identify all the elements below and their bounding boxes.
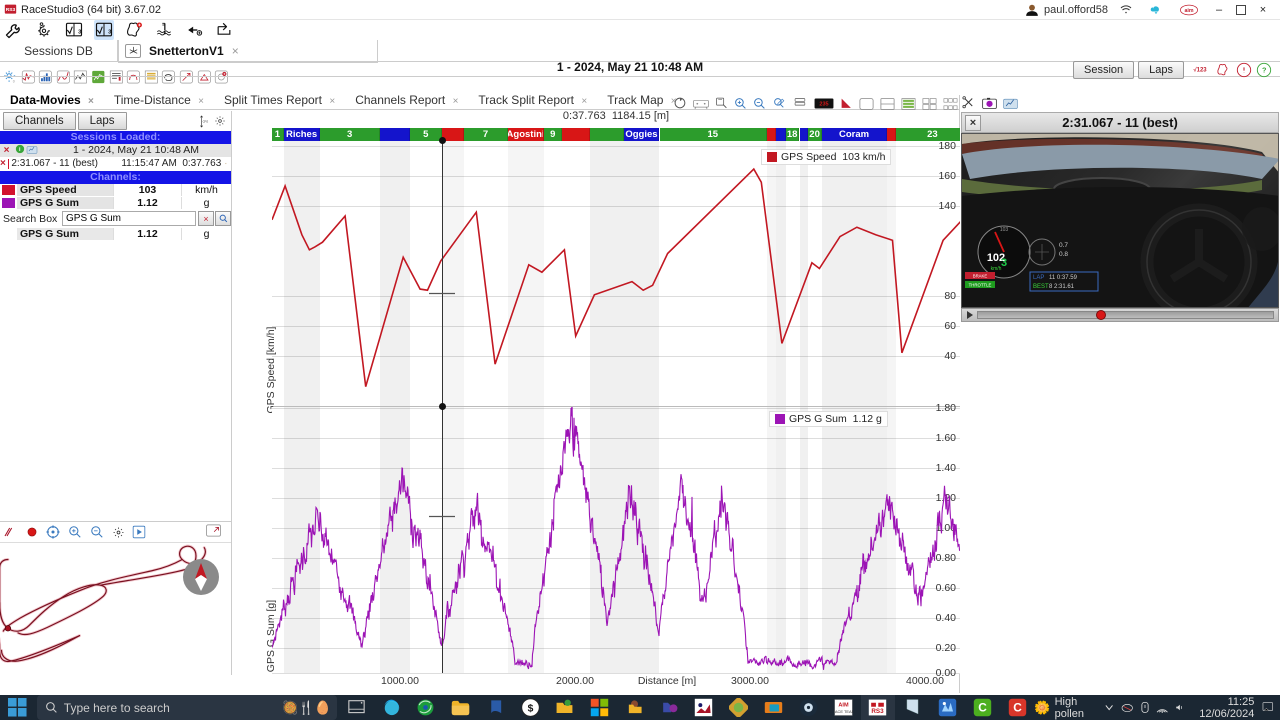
svg-text:0: 0: [13, 79, 15, 83]
svg-text:BRAKE: BRAKE: [973, 274, 988, 279]
svg-text:√123: √123: [1193, 66, 1207, 73]
svg-text:LAP: LAP: [1033, 275, 1044, 281]
svg-text:3: 3: [1001, 257, 1007, 269]
svg-text:11 0:37.59: 11 0:37.59: [1049, 275, 1078, 281]
svg-text:$: $: [527, 703, 533, 714]
svg-text:C: C: [1013, 700, 1022, 714]
svg-text:RACE TEAM: RACE TEAM: [834, 709, 853, 714]
svg-text:8 2:31.61: 8 2:31.61: [1049, 284, 1075, 290]
svg-text:RS3: RS3: [872, 708, 885, 715]
svg-text:C: C: [978, 700, 987, 714]
svg-text:103: 103: [1000, 227, 1009, 233]
svg-text:aim: aim: [1184, 7, 1193, 13]
svg-text:CFG: CFG: [203, 119, 209, 123]
svg-text:?: ?: [1262, 66, 1267, 75]
svg-text:BEST: BEST: [1033, 284, 1049, 290]
svg-text:RS3: RS3: [6, 7, 16, 13]
svg-text:0.8: 0.8: [1059, 251, 1068, 258]
svg-text:0.7: 0.7: [1059, 242, 1068, 249]
svg-text:235: 235: [819, 102, 828, 108]
svg-text:AIM: AIM: [838, 703, 849, 709]
svg-text:THROTTLE: THROTTLE: [969, 283, 992, 288]
